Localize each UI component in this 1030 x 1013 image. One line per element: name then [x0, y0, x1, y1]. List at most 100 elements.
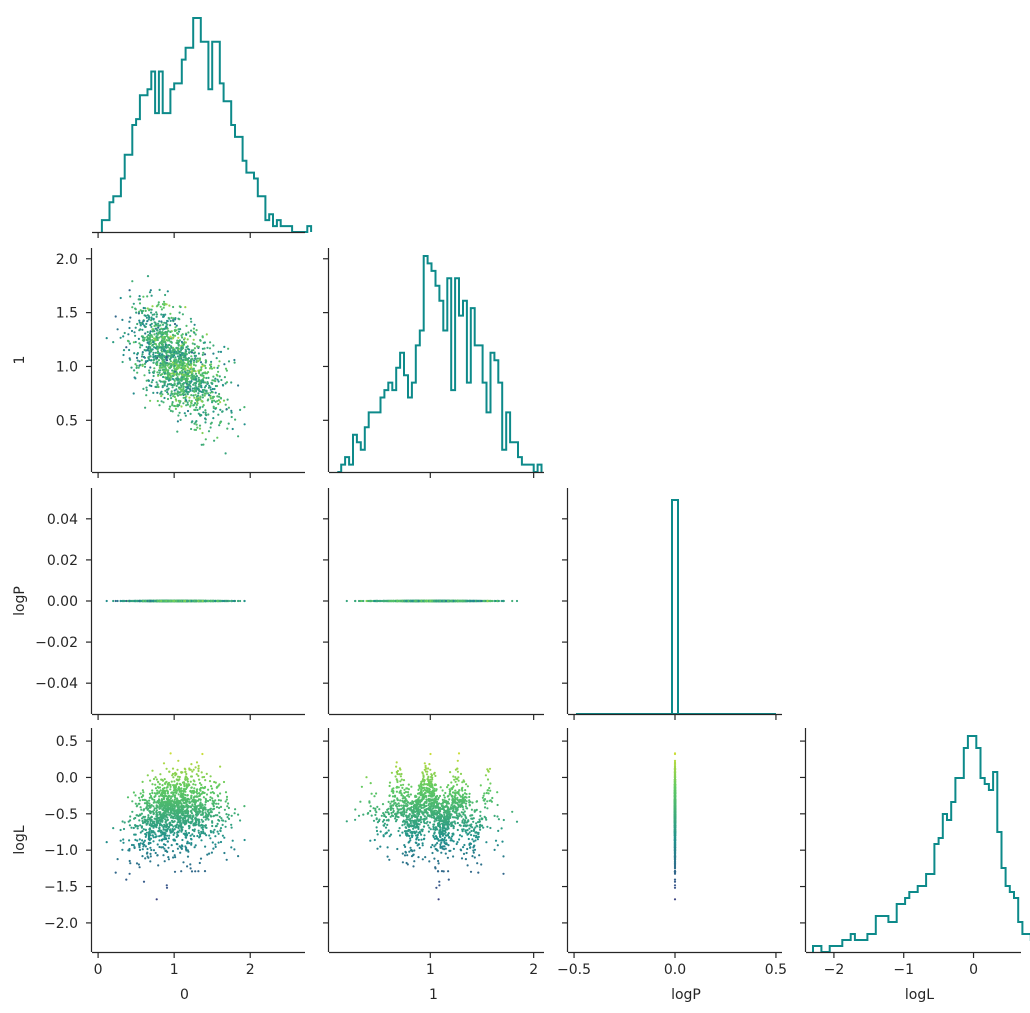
scatter-1-vs-logP-point — [454, 599, 457, 603]
scatter-0-vs-1-point — [155, 381, 158, 384]
scatter-0-vs-1-point — [164, 380, 167, 383]
scatter-0-vs-logP-point — [114, 599, 117, 603]
scatter-0-vs-1-point — [208, 394, 211, 397]
scatter-0-vs-1-point — [190, 329, 193, 332]
scatter-0-vs-1-point — [145, 316, 148, 319]
scatter-0-vs-1-point — [202, 371, 205, 374]
scatter-0-vs-1-point — [188, 371, 191, 374]
scatter-0-vs-1-point — [176, 420, 179, 423]
scatter-0-vs-1-point — [148, 291, 152, 294]
scatter-0-vs-1-point — [152, 317, 155, 320]
scatter-0-vs-1-point — [122, 349, 126, 352]
scatter-0-vs-1-point — [215, 384, 219, 388]
scatter-0-vs-1-point — [157, 374, 160, 377]
scatter-0-vs-1-point — [188, 367, 191, 370]
scatter-0-vs-1-point — [157, 322, 160, 325]
scatter-0-vs-1-point — [128, 289, 131, 292]
scatter-0-vs-logL-point — [197, 870, 200, 873]
scatter-0-vs-1-point — [189, 362, 192, 365]
scatter-0-vs-1-point — [180, 405, 183, 408]
scatter-0-vs-1-point — [149, 399, 152, 402]
scatter-0-vs-1-point — [195, 375, 198, 378]
scatter-0-vs-1-point — [134, 308, 137, 311]
scatter-0-vs-1-point — [190, 349, 194, 352]
scatter-0-vs-logP-point — [165, 599, 168, 603]
scatter-0-vs-1-point — [214, 380, 217, 383]
scatter-0-vs-1-point — [188, 399, 191, 402]
scatter-0-vs-logL-point — [170, 844, 173, 847]
scatter-0-vs-1-point — [189, 317, 192, 320]
scatter-0-vs-logP-point — [142, 599, 145, 603]
scatter-0-vs-1-point — [129, 295, 132, 298]
scatter-0-vs-1-point — [143, 374, 146, 377]
scatter-0-vs-1-point — [116, 328, 119, 331]
scatter-0-vs-logL-point — [141, 819, 144, 823]
scatter-0-vs-1-point — [185, 390, 188, 393]
scatter-0-vs-1-point — [169, 409, 172, 412]
scatter-1-vs-logP-point — [496, 599, 499, 603]
scatter-0-vs-1-point — [173, 404, 176, 408]
scatter-1-vs-logP-point — [391, 599, 395, 603]
scatter-0-vs-1-point — [188, 351, 191, 354]
scatter-0-vs-1-point — [179, 371, 182, 374]
scatter-0-vs-1-point — [183, 362, 186, 365]
scatter-0-vs-1-point — [167, 392, 170, 396]
scatter-0-vs-1-point — [122, 353, 125, 357]
scatter-0-vs-1-point — [204, 411, 207, 414]
scatter-0-vs-1-point — [158, 336, 161, 339]
scatter-1-vs-logP-point — [466, 599, 469, 603]
scatter-0-vs-1-point — [213, 439, 216, 442]
scatter-1-vs-logP-point — [409, 599, 412, 603]
scatter-0-vs-logP-point — [149, 599, 152, 603]
scatter-0-vs-1-point — [213, 399, 216, 402]
scatter-0-vs-1-point — [208, 347, 212, 350]
scatter-0-vs-1-point — [171, 372, 174, 375]
scatter-0-vs-1-point — [185, 333, 188, 336]
scatter-0-vs-1-point — [121, 318, 124, 321]
scatter-0-vs-1-point — [119, 336, 122, 339]
scatter-0-vs-1-point — [163, 355, 166, 358]
scatter-0-vs-1-point — [167, 339, 171, 342]
scatter-1-vs-logP-point — [405, 599, 408, 603]
scatter-0-vs-1-point — [134, 377, 137, 380]
scatter-0-vs-1-point — [210, 363, 213, 366]
scatter-0-vs-logL-point — [208, 780, 212, 783]
scatter-1-vs-logP-point — [480, 599, 483, 603]
scatter-0-vs-1-point — [180, 369, 183, 372]
scatter-0-vs-1-point — [150, 384, 153, 388]
scatter-0-vs-1-point — [174, 326, 177, 329]
scatter-0-vs-1-point — [212, 352, 215, 355]
scatter-0-vs-1-point — [182, 396, 185, 399]
scatter-0-vs-1-point — [201, 365, 204, 368]
scatter-0-vs-1-point — [151, 379, 154, 382]
scatter-0-vs-logL-point — [132, 844, 135, 847]
scatter-0-vs-1-point — [183, 365, 186, 368]
scatter-1-vs-logP-point — [422, 599, 425, 603]
scatter-0-vs-1-point — [172, 317, 175, 320]
scatter-0-vs-1-point — [164, 363, 167, 366]
scatter-0-vs-1-point — [199, 373, 202, 376]
scatter-0-vs-1-point — [179, 328, 182, 331]
scatter-0-vs-1-point — [185, 363, 188, 366]
scatter-0-vs-1-point — [152, 391, 155, 394]
scatter-0-vs-1-point — [143, 324, 146, 327]
scatter-1-vs-logP-point — [368, 599, 371, 603]
scatter-0-vs-1-point — [185, 404, 188, 407]
scatter-0-vs-1-point — [129, 316, 132, 319]
scatter-0-vs-1-point — [153, 370, 156, 373]
scatter-0-vs-1-point — [165, 369, 168, 372]
scatter-0-vs-1-point — [230, 411, 233, 414]
scatter-0-vs-1-point — [140, 359, 143, 362]
scatter-0-vs-1-point — [125, 346, 128, 349]
scatter-0-vs-1-point — [171, 369, 174, 372]
scatter-0-vs-logL-point — [148, 792, 152, 796]
scatter-0-vs-1-point — [191, 375, 194, 378]
scatter-0-vs-logP-point — [230, 599, 233, 603]
scatter-0-vs-1-point — [137, 366, 140, 369]
scatter-0-vs-1-point — [170, 316, 173, 319]
scatter-0-vs-1-point — [201, 363, 204, 366]
scatter-0-vs-1-point — [195, 423, 198, 426]
scatter-1-vs-logP-point — [425, 599, 428, 603]
scatter-0-vs-logL-point — [149, 846, 152, 849]
scatter-0-vs-1-point — [167, 379, 170, 382]
